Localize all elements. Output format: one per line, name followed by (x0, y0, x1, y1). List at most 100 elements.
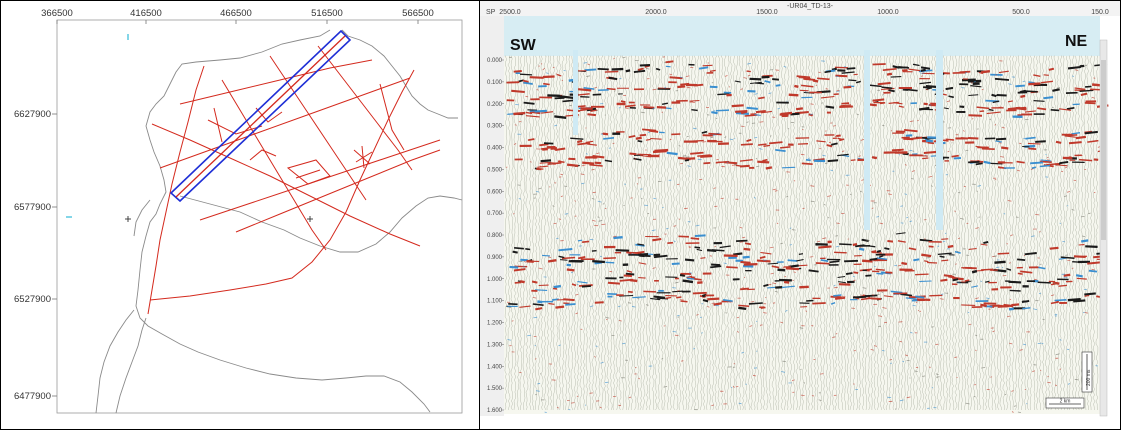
reflector-streak (747, 108, 758, 109)
time-tick-label: 0.400 (487, 146, 503, 152)
noise-speck (690, 102, 693, 103)
reflector-streak (638, 254, 648, 255)
noise-speck (1074, 180, 1077, 181)
reflector-streak (941, 239, 948, 240)
noise-speck (598, 217, 600, 218)
reflector-streak (563, 100, 574, 101)
noise-speck (835, 136, 836, 137)
noise-speck (975, 350, 976, 351)
reflector-streak (520, 74, 532, 75)
time-tick-label: 1.600 (487, 408, 503, 414)
noise-speck (535, 394, 537, 395)
time-tick-label: 0.000 (487, 58, 503, 64)
noise-speck (778, 108, 780, 109)
noise-speck (689, 273, 692, 274)
reflector-streak (697, 282, 702, 283)
noise-speck (800, 369, 801, 370)
reflector-streak (703, 65, 713, 66)
selected-profile-line (171, 31, 350, 201)
noise-speck (681, 361, 683, 362)
reflector-streak (535, 111, 547, 112)
reflector-streak (652, 239, 661, 240)
noise-speck (1072, 76, 1074, 77)
reflector-streak (816, 263, 830, 264)
reflector-streak (548, 260, 556, 261)
noise-speck (506, 167, 507, 168)
reflector-streak (690, 101, 700, 102)
reflector-streak (595, 163, 602, 164)
reflector-streak (913, 259, 919, 260)
survey-lines (148, 46, 440, 314)
reflector-streak (876, 273, 883, 274)
reflector-streak (764, 145, 771, 146)
reflector-streak (768, 263, 779, 264)
reflector-streak (513, 252, 518, 253)
reflector-streak (844, 261, 858, 262)
noise-speck (560, 174, 562, 175)
reflector-streak (835, 298, 845, 299)
reflector-streak (638, 278, 645, 279)
sp-tick-label: 1000.0 (877, 9, 899, 16)
noise-speck (834, 287, 838, 288)
noise-speck (924, 239, 925, 240)
noise-speck (961, 88, 964, 89)
reflector-streak (782, 167, 795, 168)
reflector-streak (763, 285, 768, 286)
noise-speck (570, 105, 572, 106)
noise-speck (731, 387, 732, 388)
noise-speck (1067, 349, 1069, 350)
reflector-streak (1079, 160, 1092, 161)
noise-speck (760, 122, 764, 123)
noise-speck (711, 137, 714, 138)
reflector-streak (1040, 166, 1050, 167)
reflector-streak (965, 280, 970, 281)
noise-speck (729, 87, 730, 88)
reflector-streak (543, 77, 555, 78)
data-gap (573, 50, 578, 135)
time-tick-label: 0.300 (487, 124, 503, 130)
noise-speck (906, 217, 908, 218)
reflector-streak (553, 289, 557, 290)
scrollbar-thumb[interactable] (1101, 60, 1106, 240)
noise-speck (541, 64, 542, 65)
reflector-streak (554, 286, 561, 287)
map-x-tick-label: 366500 (41, 8, 73, 19)
reflector-streak (650, 139, 661, 140)
reflector-streak (603, 138, 614, 139)
reflector-streak (972, 271, 977, 272)
reflector-streak (880, 103, 885, 104)
noise-speck (721, 166, 725, 167)
noise-speck (801, 154, 805, 155)
reflector-streak (1035, 141, 1046, 142)
noise-speck (911, 179, 913, 180)
sp-tick-label: 500.0 (1012, 9, 1030, 16)
reflector-streak (1068, 67, 1081, 68)
reflector-streak (747, 71, 751, 72)
noise-speck (564, 70, 566, 71)
reflector-streak (685, 260, 694, 261)
reflector-streak (732, 105, 744, 106)
reflector-streak (716, 110, 729, 111)
reflector-streak (694, 279, 701, 280)
reflector-streak (844, 87, 852, 88)
reflector-streak (555, 98, 565, 99)
reflector-streak (919, 281, 931, 282)
horizontal-scale-bar: 2 km (1046, 398, 1084, 408)
reflector-streak (1028, 143, 1041, 144)
reflector-streak (812, 303, 825, 304)
reflector-streak (695, 247, 701, 248)
reflector-streak (612, 69, 624, 70)
noise-speck (995, 75, 997, 76)
vertical-scale-label: 200 ms (1086, 369, 1092, 386)
noise-speck (979, 217, 981, 218)
reflector-streak (833, 295, 841, 296)
noise-speck (515, 104, 519, 105)
reflector-streak (800, 90, 809, 91)
time-tick-label: 0.100 (487, 80, 503, 86)
reflector-streak (677, 86, 685, 87)
data-gap (936, 50, 943, 230)
reflector-streak (871, 251, 876, 252)
noise-speck (614, 58, 615, 59)
reflector-streak (530, 77, 544, 78)
reflector-streak (755, 83, 764, 84)
